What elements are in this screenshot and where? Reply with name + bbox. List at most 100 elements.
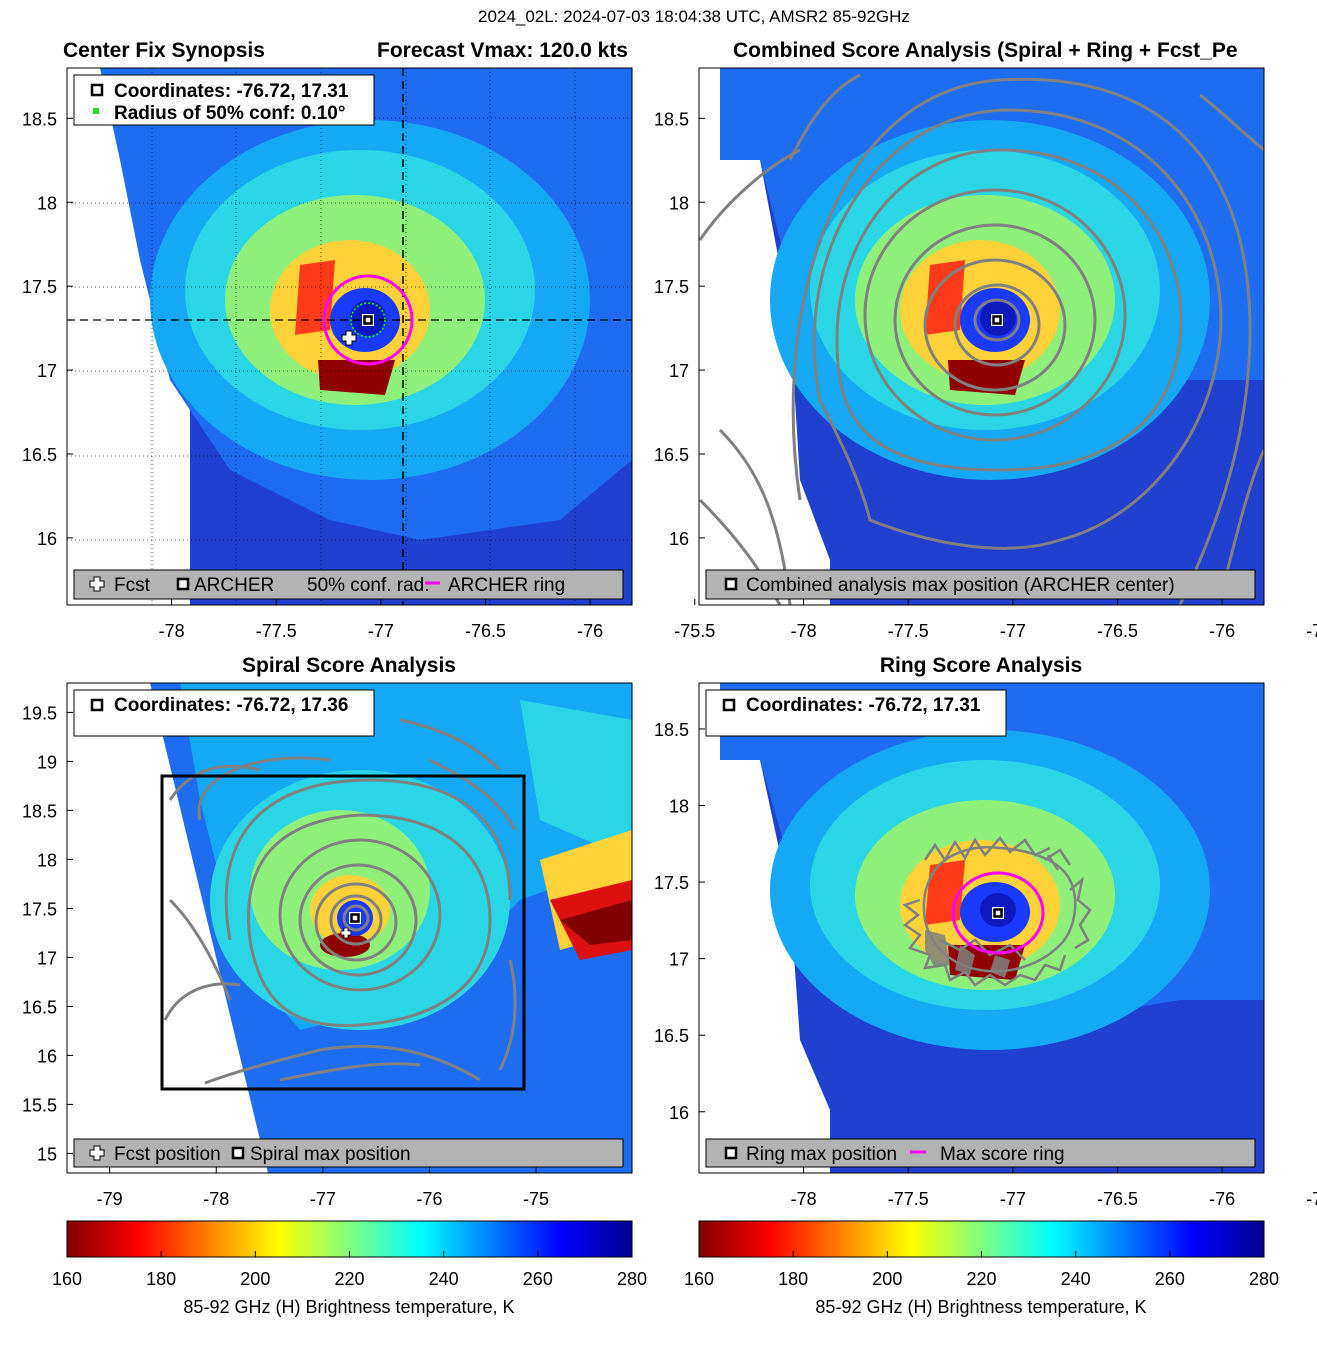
colorbar-tick-label: 160 <box>52 1269 82 1289</box>
panel-ring-max-marker <box>992 907 1004 919</box>
colorbar-tick-label: 240 <box>429 1269 459 1289</box>
panel-spiral: Spiral Score Analysis <box>66 654 633 1174</box>
x-tick-label: -76 <box>1209 1189 1235 1209</box>
y-tick-label: 18 <box>37 193 57 213</box>
y-tick-label: 18 <box>37 850 57 870</box>
panel-spiral-max-marker <box>349 912 361 924</box>
x-tick-label: -76.5 <box>465 621 506 641</box>
x-tick-label: -77.5 <box>888 1189 929 1209</box>
y-tick-label: 17 <box>669 950 689 970</box>
colorbar-tick-label: 160 <box>684 1269 714 1289</box>
colorbar-tick-label: 260 <box>1155 1269 1185 1289</box>
x-tick-label: -77 <box>1000 621 1026 641</box>
panel-ring-legend-ring: Max score ring <box>940 1144 1065 1165</box>
colorbar-tick-label: 260 <box>523 1269 553 1289</box>
y-tick-label: 18 <box>669 797 689 817</box>
colorbar-tick-label: 180 <box>146 1269 176 1289</box>
x-tick-label: -76 <box>1209 621 1235 641</box>
panel-combined-title: Combined Score Analysis (Spiral + Ring +… <box>733 39 1238 62</box>
colorbar-tick-label: 200 <box>240 1269 270 1289</box>
y-tick-label: 19 <box>37 752 57 772</box>
panel-synopsis-grid <box>67 68 632 605</box>
x-tick-label: -78 <box>203 1189 229 1209</box>
panel-spiral-legend-fcst: Fcst position <box>114 1144 221 1165</box>
x-tick-label: -77 <box>1000 1189 1026 1209</box>
panel-spiral-info-coords: Coordinates: -76.72, 17.36 <box>114 695 348 716</box>
y-tick-label: 17 <box>37 948 57 968</box>
y-tick-label: 16.5 <box>22 445 57 465</box>
colorbar-right: 160 180 200 220 240 260 280 85-92 GHz (H) Brig… <box>684 1220 1279 1317</box>
panel-spiral-title: Spiral Score Analysis <box>242 654 456 677</box>
y-tick-label: 18.5 <box>654 720 689 740</box>
y-tick-label: 17.5 <box>22 277 57 297</box>
panel-ring-contours <box>902 835 1092 987</box>
panel-synopsis-info-box: Coordinates: -76.72, 17.31 Radius of 50%… <box>73 74 375 126</box>
y-tick-label: 16.5 <box>654 445 689 465</box>
panel-synopsis-legend-fcst: Fcst <box>114 575 151 596</box>
y-tick-label: 18.5 <box>22 109 57 129</box>
panel-synopsis-title-left: Center Fix Synopsis <box>63 39 265 62</box>
panel-ring-info-box: Coordinates: -76.72, 17.31 <box>705 689 1007 737</box>
y-tick-label: 15 <box>37 1144 57 1164</box>
panel-spiral-heatmap <box>67 683 632 1173</box>
y-tick-label: 17 <box>37 361 57 381</box>
panel-ring-heatmap <box>699 683 1264 1173</box>
panel-spiral-legend: Fcst position Spiral max position <box>73 1138 624 1168</box>
panel-combined-legend-max: Combined analysis max position (ARCHER c… <box>746 575 1175 596</box>
x-tick-label: -75.5 <box>1306 621 1317 641</box>
panel-ring-info-coords: Coordinates: -76.72, 17.31 <box>746 695 981 716</box>
panel-combined: Combined Score Analysis (Spiral + Ring +… <box>698 39 1265 606</box>
panel-spiral-legend-max: Spiral max position <box>250 1144 411 1165</box>
y-tick-label: 17.5 <box>654 873 689 893</box>
x-tick-label: -75.5 <box>674 621 715 641</box>
y-tick-label: 18.5 <box>654 109 689 129</box>
y-tick-label: 19.5 <box>22 703 57 723</box>
colorbar-tick-label: 280 <box>617 1269 647 1289</box>
y-tick-label: 18 <box>669 193 689 213</box>
y-tick-label: 16.5 <box>654 1026 689 1046</box>
colorbar-tick-label: 220 <box>334 1269 364 1289</box>
y-tick-label: 16.5 <box>22 997 57 1017</box>
x-tick-label: -76.5 <box>1097 621 1138 641</box>
colorbar-tick-label: 200 <box>872 1269 902 1289</box>
panel-combined-contours <box>699 73 1264 605</box>
x-tick-label: -76 <box>416 1189 442 1209</box>
x-tick-label: -76 <box>577 621 603 641</box>
y-tick-label: 16 <box>37 529 57 549</box>
x-tick-label: -78 <box>159 621 185 641</box>
panel-synopsis-info-coords: Coordinates: -76.72, 17.31 <box>114 81 349 102</box>
x-tick-label: -79 <box>97 1189 123 1209</box>
panel-synopsis-info-radius: Radius of 50% conf: 0.10° <box>114 103 345 124</box>
panel-synopsis-archer-marker <box>362 314 374 326</box>
panel-ring-legend-max: Ring max position <box>746 1144 897 1165</box>
panel-synopsis-title-right: Forecast Vmax: 120.0 kts <box>377 39 628 62</box>
panel-synopsis-fcst-marker <box>341 330 357 346</box>
panel-synopsis-conf-radius <box>350 302 386 338</box>
x-tick-label: -78 <box>791 1189 817 1209</box>
x-tick-label: -77 <box>368 621 394 641</box>
panel-ring-max-ring <box>951 871 1045 955</box>
panel-synopsis-heatmap <box>67 68 632 605</box>
panel-ring: Ring Score Analysis <box>698 654 1265 1174</box>
y-tick-label: 15.5 <box>22 1095 57 1115</box>
colorbar-tick-label: 280 <box>1249 1269 1279 1289</box>
x-tick-label: -77.5 <box>888 621 929 641</box>
x-tick-label: -77 <box>310 1189 336 1209</box>
panel-synopsis: Center Fix Synopsis Forecast Vmax: 120.0… <box>63 39 633 606</box>
y-tick-label: 17.5 <box>22 899 57 919</box>
figure-suptitle: 2024_02L: 2024-07-03 18:04:38 UTC, AMSR2… <box>478 7 910 26</box>
panel-spiral-search-box <box>160 774 526 1091</box>
colorbar-tick-label: 220 <box>966 1269 996 1289</box>
axis-ticks: -78 -77.5 -77 -76.5 -76 -75.5 16 16.5 17 17.5 18 18… <box>22 109 1317 1209</box>
panel-synopsis-legend-archer: ARCHER <box>194 575 274 596</box>
y-tick-label: 18.5 <box>22 801 57 821</box>
y-tick-label: 16 <box>669 529 689 549</box>
x-tick-label: -78 <box>791 621 817 641</box>
panel-synopsis-legend-conf: 50% conf. rad. <box>307 575 430 596</box>
panel-combined-legend: Combined analysis max position (ARCHER c… <box>705 569 1256 600</box>
panel-ring-legend: Ring max position Max score ring <box>705 1138 1256 1168</box>
x-tick-label: -75.5 <box>1306 1189 1317 1209</box>
panel-synopsis-legend-ring: ARCHER ring <box>448 575 565 596</box>
y-tick-label: 16 <box>669 1103 689 1123</box>
